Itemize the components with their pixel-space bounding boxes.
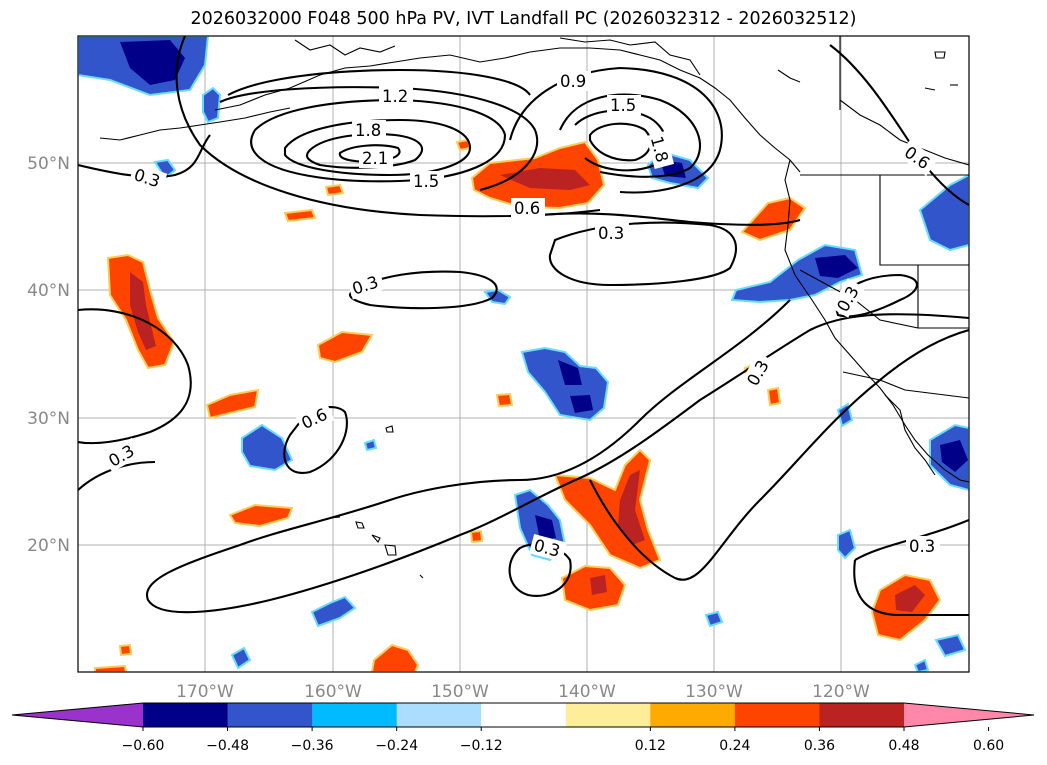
colorbar-tick-label: −0.12 xyxy=(460,738,503,754)
lon-label: 140°W xyxy=(558,682,616,702)
contour-label: 1.2 xyxy=(379,86,413,106)
contour-label: 1.5 xyxy=(410,171,444,191)
colorbar-tick-label: 0.24 xyxy=(719,738,750,754)
colorbar-cell xyxy=(565,703,651,727)
colorbar-tick-label: −0.60 xyxy=(122,738,165,754)
colorbar-tick-label: −0.48 xyxy=(206,738,249,754)
svg-text:0.3: 0.3 xyxy=(598,224,624,243)
colorbar-tick-label: 0.36 xyxy=(804,738,835,754)
contour-label: 0.9 xyxy=(557,71,591,91)
colorbar-tick-label: 0.60 xyxy=(973,738,1004,754)
negative-anomalies xyxy=(78,36,969,672)
colorbar-tick-label: 0.48 xyxy=(888,738,919,754)
colorbar-cell xyxy=(227,703,313,727)
map-title: 2026032000 F048 500 hPa PV, IVT Landfall… xyxy=(190,9,857,29)
colorbar-extend-low xyxy=(12,703,143,727)
contour-label: 1.8 xyxy=(352,120,386,140)
colorbar-cell xyxy=(481,703,567,727)
colorbar-cell xyxy=(396,703,482,727)
svg-text:1.5: 1.5 xyxy=(610,96,636,115)
lon-label: 130°W xyxy=(685,682,743,702)
svg-text:0.6: 0.6 xyxy=(514,199,540,218)
colorbar-extend-high xyxy=(904,703,1034,727)
contour-label: 1.5 xyxy=(607,95,641,115)
colorbar-cell xyxy=(143,703,229,727)
colorbar-cell xyxy=(312,703,398,727)
colorbar-cell xyxy=(819,703,905,727)
contour-label: 0.3 xyxy=(595,223,629,243)
contour-label: 0.6 xyxy=(511,198,545,218)
colorbar-tick-label: −0.24 xyxy=(375,738,418,754)
lat-label: 20°N xyxy=(27,536,70,556)
lat-label: 40°N xyxy=(27,281,70,301)
lon-label: 120°W xyxy=(812,682,870,702)
svg-text:1.8: 1.8 xyxy=(355,121,381,140)
lat-label: 30°N xyxy=(27,409,70,429)
lon-label: 150°W xyxy=(431,682,489,702)
latitude-labels: 50°N 40°N 30°N 20°N xyxy=(27,154,70,556)
colorbar: −0.60 −0.48 −0.36 −0.24 −0.12 0.12 0.24 0.36 0.4… xyxy=(11,702,1035,754)
contour-label: 0.3 xyxy=(906,536,940,556)
colorbar-cell xyxy=(734,703,820,727)
svg-text:0.3: 0.3 xyxy=(909,537,935,556)
lat-label: 50°N xyxy=(27,154,70,174)
svg-text:1.2: 1.2 xyxy=(382,87,408,106)
lon-label: 160°W xyxy=(304,682,362,702)
contour-label: 2.1 xyxy=(359,148,393,168)
contour-label: 0.3 xyxy=(346,269,386,300)
colorbar-tick-label: −0.36 xyxy=(291,738,334,754)
svg-text:2.1: 2.1 xyxy=(362,149,388,168)
colorbar-cell xyxy=(650,703,736,727)
svg-text:0.9: 0.9 xyxy=(560,72,586,91)
svg-text:1.5: 1.5 xyxy=(413,172,439,191)
longitude-labels: 170°W 160°W 150°W 140°W 130°W 120°W xyxy=(176,682,870,702)
lon-label: 170°W xyxy=(176,682,234,702)
map-frame xyxy=(77,35,970,673)
contour-label: 0.3 xyxy=(102,437,142,473)
colorbar-tick-label: 0.12 xyxy=(635,738,666,754)
